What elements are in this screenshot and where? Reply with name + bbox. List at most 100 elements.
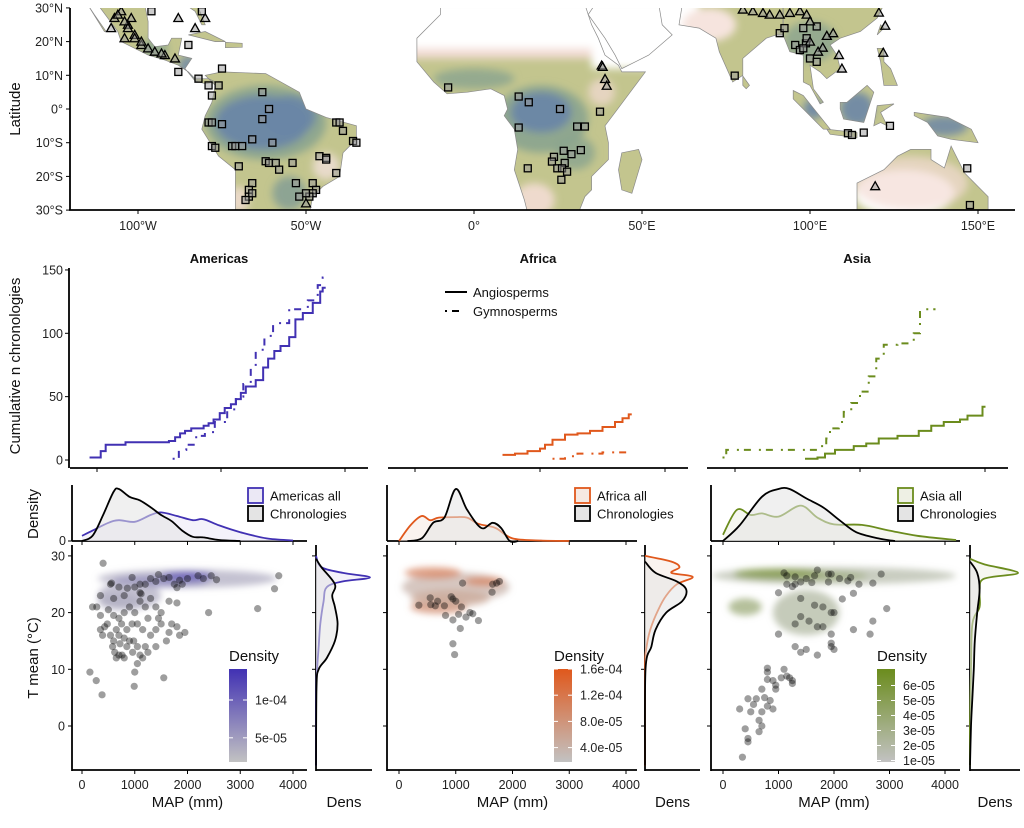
joint-x-tick-label: 0	[396, 778, 403, 792]
scatter-point	[106, 631, 115, 639]
land-outline-florida	[189, 8, 206, 26]
scatter-point	[791, 573, 799, 581]
site-marker-square	[295, 192, 304, 201]
site-marker-square	[580, 122, 590, 131]
scatter-point	[797, 578, 805, 586]
site-marker-square	[567, 150, 576, 159]
site-marker-triangle	[118, 32, 131, 43]
joint-x-tick-label: 2000	[499, 778, 527, 792]
colorbar-tick-label: 4e-05	[903, 709, 935, 723]
land-outline-south-america	[201, 71, 357, 210]
scatter-point	[212, 576, 221, 584]
site-marker-triangle	[737, 8, 749, 14]
site-marker-square	[184, 40, 193, 50]
scatter-point	[766, 696, 774, 705]
step-line-angiosperms	[805, 405, 986, 460]
site-marker-square	[562, 167, 572, 176]
lon-tick-label: 150°E	[961, 219, 995, 233]
site-marker-square	[248, 135, 257, 144]
land-outline-africa	[416, 8, 647, 210]
scatter-point	[774, 630, 783, 638]
legend-swatch	[247, 505, 264, 522]
scatter-point	[449, 616, 457, 624]
site-marker-triangle	[601, 79, 613, 90]
site-marker-triangle	[122, 22, 134, 33]
scatter-point	[152, 603, 160, 611]
scatter-point	[493, 579, 501, 587]
site-marker-triangle	[189, 22, 201, 33]
scatter-point	[129, 648, 137, 656]
joint-y-tick-label: 0	[58, 720, 65, 734]
climate-zone	[840, 92, 874, 126]
step-line-gymnosperms	[172, 276, 326, 460]
right-marginal-density-chronologies	[969, 561, 981, 766]
scatter-point	[175, 631, 184, 639]
scatter-point	[797, 594, 805, 603]
legend-angiosperms: Angiosperms	[473, 285, 549, 300]
site-marker-triangle	[804, 35, 816, 46]
site-marker-square	[274, 165, 284, 174]
scatter-point	[157, 609, 165, 617]
site-marker-square	[335, 118, 344, 127]
scatter-point	[136, 589, 144, 597]
site-marker-triangle	[599, 73, 611, 84]
scatter-point	[162, 637, 170, 645]
scatter-point	[137, 590, 145, 598]
scatter-point	[827, 643, 835, 651]
lat-tick-label: 0°	[51, 103, 63, 117]
site-marker-triangle	[879, 19, 891, 30]
legend-swatch	[897, 487, 914, 504]
scatter-point	[123, 626, 131, 634]
top-marginal-fill	[407, 488, 519, 542]
map-panel	[80, 8, 989, 210]
right-marginal-fill	[316, 558, 338, 766]
joint-xlabel: MAP (mm)	[152, 794, 223, 811]
scatter-point	[431, 602, 439, 610]
joint-x-tick-label: 2000	[820, 778, 848, 792]
colorbar-tick-label: 4.0e-05	[580, 741, 622, 755]
land-outline-madagascar	[618, 148, 643, 194]
scatter-point	[152, 643, 160, 651]
scatter-point	[780, 665, 788, 673]
site-marker-square	[859, 128, 868, 137]
scatter-point	[115, 614, 123, 622]
scatter-point	[755, 716, 763, 724]
legend-gymnosperms: Gymnosperms	[473, 304, 558, 319]
site-marker-triangle	[112, 8, 124, 19]
scatter-point	[855, 580, 863, 588]
site-marker-square	[799, 23, 808, 33]
land-outline-india	[678, 8, 784, 83]
site-marker-square	[730, 71, 739, 80]
site-marker-square	[231, 141, 240, 151]
legend-swatch	[897, 505, 914, 522]
scatter-point	[117, 620, 126, 628]
scatter-point	[457, 603, 466, 611]
site-marker-square	[557, 175, 566, 184]
site-marker-triangle	[827, 27, 839, 38]
site-marker-triangle	[873, 8, 885, 17]
scatter-point	[133, 643, 141, 651]
site-marker-triangle	[142, 42, 154, 53]
site-marker-square	[322, 155, 331, 164]
lon-tick-label: 0°	[468, 219, 480, 233]
scatter-point	[456, 624, 464, 633]
density-colorbar	[554, 669, 572, 762]
scatter-point	[458, 579, 467, 587]
joint-xlabel: MAP (mm)	[798, 794, 869, 811]
land-outline-hispaniola	[225, 41, 243, 49]
site-marker-square	[238, 141, 247, 151]
joint-x-tick-label: 0	[720, 778, 727, 792]
scatter-point	[96, 626, 105, 634]
scatter-point	[827, 609, 835, 617]
scatter-point	[866, 630, 874, 638]
legend-label: Africa all	[597, 489, 647, 504]
site-marker-square	[241, 195, 250, 205]
site-marker-square	[315, 152, 324, 161]
land-outline-borneo	[839, 84, 875, 123]
scatter-point	[116, 640, 124, 648]
joint-x-tick-label: 1000	[765, 778, 793, 792]
scatter-points	[415, 577, 504, 659]
scatter-point	[830, 645, 838, 654]
scatter-point	[125, 603, 134, 611]
site-marker-square	[217, 64, 227, 73]
